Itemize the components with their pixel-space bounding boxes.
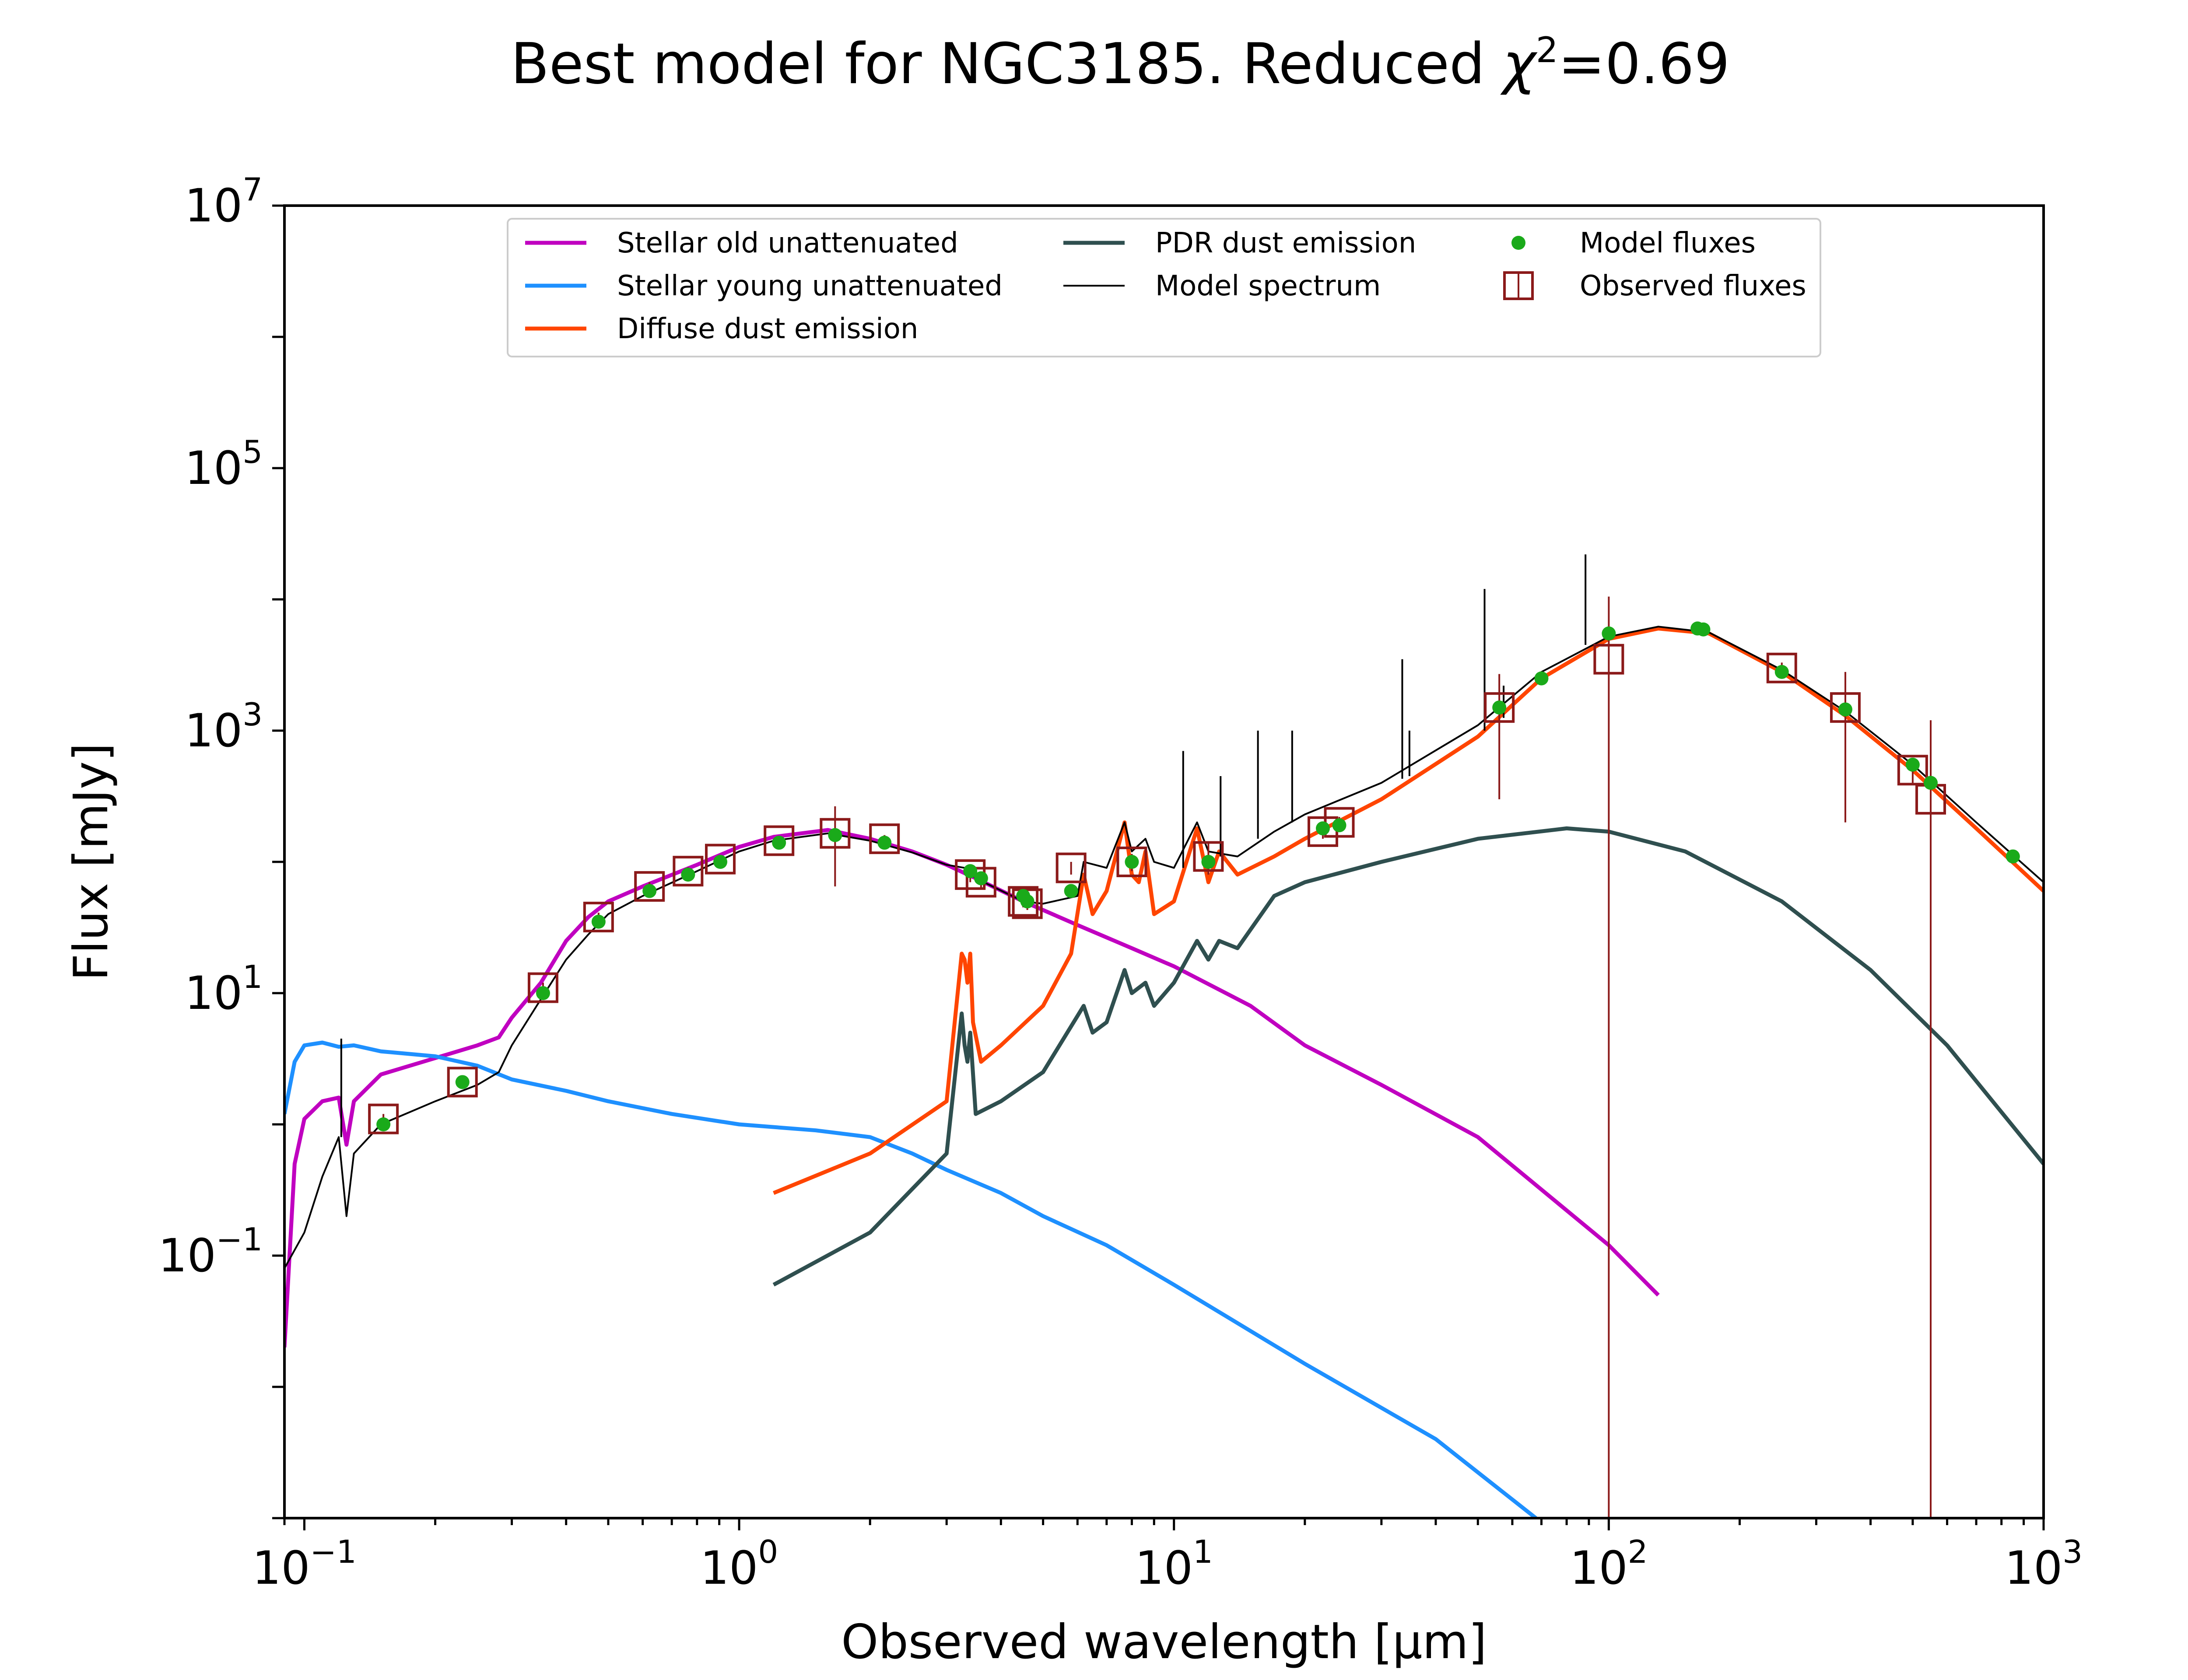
legend-item-diffuse-dust-emission: Diffuse dust emission: [525, 313, 918, 345]
model-flux-point: [1905, 757, 1920, 772]
model-flux-point: [2006, 849, 2020, 864]
observed-flux-marker: [1008, 886, 1039, 917]
legend-label: Stellar old unattenuated: [617, 227, 958, 259]
observed-flux-marker: [1012, 888, 1043, 919]
series-stellar-old-unattenuated: [284, 828, 1660, 1348]
x-tick-label: 103: [2005, 1533, 2083, 1595]
observed-flux-marker: [527, 972, 558, 1003]
legend-label: Observed fluxes: [1580, 270, 1806, 302]
legend-label: Model fluxes: [1580, 227, 1756, 259]
model-flux-point: [1696, 622, 1711, 637]
observed-flux-marker: [583, 902, 614, 933]
y-axis-ticks: 10−1 101 103 105 107: [158, 171, 284, 1519]
model-fluxes-layer: [376, 621, 2020, 1131]
x-tick-label: 10−1: [252, 1533, 356, 1595]
model-flux-point: [1602, 626, 1616, 640]
legend-label: Model spectrum: [1155, 270, 1381, 302]
observed-flux-marker: [1055, 852, 1087, 883]
y-tick-label: 10−1: [158, 1221, 263, 1282]
model-flux-point: [642, 884, 657, 898]
model-flux-point: [1924, 776, 1938, 790]
model-flux-point: [974, 871, 988, 886]
observed-flux-marker: [1484, 692, 1515, 723]
observed-flux-marker: [820, 818, 851, 849]
x-axis-label: Observed wavelength [μm]: [841, 1615, 1487, 1670]
model-flux-point: [681, 868, 695, 882]
model-flux-point: [1492, 700, 1507, 715]
y-tick-label: 105: [185, 434, 263, 495]
model-flux-point: [1332, 818, 1346, 833]
observed-flux-marker: [705, 844, 736, 875]
observed-flux-marker: [447, 1067, 478, 1098]
model-flux-point: [772, 836, 786, 850]
x-tick-label: 102: [1570, 1533, 1648, 1595]
model-flux-point: [1534, 671, 1549, 686]
model-flux-point: [713, 855, 728, 869]
observed-flux-marker: [634, 871, 665, 902]
legend-label: Stellar young unattenuated: [617, 270, 1003, 302]
x-tick-label: 101: [1135, 1533, 1213, 1595]
observed-flux-marker: [1766, 652, 1797, 683]
series-layer: [284, 626, 2044, 1518]
model-flux-point: [1125, 855, 1139, 869]
observed-flux-marker: [1830, 692, 1861, 723]
legend-item-observed-fluxes: Observed fluxes: [1503, 270, 1806, 302]
legend-item-stellar-old-unattenuated: Stellar old unattenuated: [525, 227, 958, 259]
y-tick-label: 107: [185, 171, 263, 232]
observed-flux-marker: [965, 867, 996, 898]
observed-flux-marker: [869, 823, 900, 854]
model-flux-point: [1020, 894, 1034, 909]
model-flux-point: [828, 828, 842, 842]
model-flux-point: [591, 914, 606, 929]
model-flux-point: [1064, 884, 1078, 898]
model-flux-point: [1201, 855, 1216, 869]
observed-flux-marker: [368, 1103, 399, 1134]
model-flux-point: [536, 986, 550, 1000]
observed-flux-marker: [1897, 755, 1928, 786]
legend-swatch: [1511, 236, 1525, 250]
chart-title: Best model for NGC3185. Reduced χ2=0.69: [511, 30, 1730, 97]
observed-fluxes-layer: [368, 596, 1946, 1518]
y-axis-label: Flux [mJy]: [64, 743, 119, 981]
model-flux-point: [455, 1075, 470, 1089]
legend-item-model-spectrum: Model spectrum: [1063, 270, 1381, 302]
legend-label: PDR dust emission: [1155, 227, 1416, 259]
observed-flux-marker: [1193, 841, 1224, 872]
legend-item-stellar-young-unattenuated: Stellar young unattenuated: [525, 270, 1003, 302]
model-flux-point: [877, 836, 892, 850]
observed-flux-marker: [764, 825, 795, 856]
x-tick-label: 100: [700, 1533, 778, 1595]
plot-frame: [283, 204, 2045, 1519]
model-flux-point: [1838, 702, 1852, 717]
series-pdr-dust-emission: [772, 826, 2044, 1287]
model-flux-point: [1774, 665, 1789, 679]
series-stellar-young-unattenuated: [284, 1040, 1537, 1518]
legend-item-pdr-dust-emission: PDR dust emission: [1063, 227, 1416, 259]
legend-item-model-fluxes: Model fluxes: [1511, 227, 1756, 259]
model-flux-point: [376, 1117, 391, 1131]
observed-flux-marker: [1116, 847, 1147, 877]
legend-box: [507, 218, 1821, 357]
series-diffuse-dust-emission: [773, 626, 2044, 1195]
series-model-spectrum: [284, 626, 2044, 1269]
y-tick-label: 101: [185, 959, 263, 1020]
observed-flux-marker: [1593, 644, 1624, 675]
x-axis-ticks: 10−1 100 101 102 103: [252, 1518, 2083, 1595]
legend-label: Diffuse dust emission: [617, 313, 918, 345]
model-flux-point: [963, 864, 978, 878]
observed-flux-marker: [673, 856, 704, 887]
y-tick-label: 103: [185, 696, 263, 757]
legend: Stellar old unattenuated Stellar young un…: [507, 218, 1821, 357]
model-flux-point: [1315, 821, 1330, 836]
